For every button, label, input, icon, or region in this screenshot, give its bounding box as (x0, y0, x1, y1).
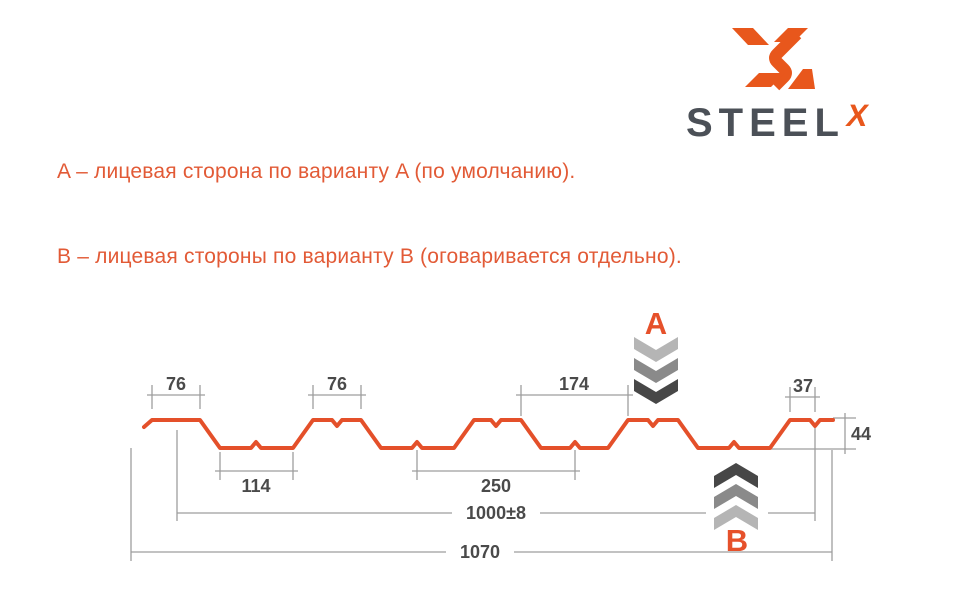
dim-edge: 37 (785, 376, 820, 412)
logo-s-ribbon (769, 29, 802, 91)
dim-height: 44 (770, 413, 871, 454)
dim-flange1: 76 (147, 374, 205, 409)
dim-pitch: 250 (412, 450, 580, 496)
dim-height-label: 44 (851, 424, 871, 444)
brand-wordmark: STEELX (686, 98, 871, 146)
dim-crest-gap: 174 (516, 374, 633, 416)
dim-edge-label: 37 (793, 376, 813, 396)
chevrons-up-icon (714, 463, 758, 530)
side-b-marker: B (706, 458, 768, 558)
steelx-logo-icon (732, 28, 815, 91)
logo-arm-top-left (732, 28, 769, 45)
dim-flange2-label: 76 (327, 374, 347, 394)
brand-name: STEEL (686, 101, 845, 145)
logo-arm-bottom-left (745, 73, 785, 87)
dim-valley-label: 114 (241, 476, 270, 496)
dim-cover-width: 1000±8 (176, 424, 816, 523)
side-a-marker: A (634, 306, 678, 404)
dim-overall-width-label: 1070 (460, 542, 500, 562)
side-a-label: A (645, 306, 667, 341)
dim-crest-gap-label: 174 (559, 374, 589, 394)
logo-arm-bottom-right (788, 69, 815, 89)
dim-valley: 114 (215, 452, 298, 496)
side-b-label: B (726, 523, 748, 558)
dim-overall-width: 1070 (130, 448, 833, 562)
dim-flange2: 76 (308, 374, 366, 409)
profile-outline (142, 418, 835, 450)
legend-variant-b: B – лицевая стороны по варианту B (огова… (57, 245, 682, 268)
chevrons-down-icon (634, 337, 678, 404)
dim-pitch-label: 250 (481, 476, 511, 496)
dim-flange1-label: 76 (166, 374, 186, 394)
dim-cover-width-label: 1000±8 (466, 503, 526, 523)
legend-variant-a: A – лицевая сторона по варианту A (по ум… (57, 160, 576, 183)
